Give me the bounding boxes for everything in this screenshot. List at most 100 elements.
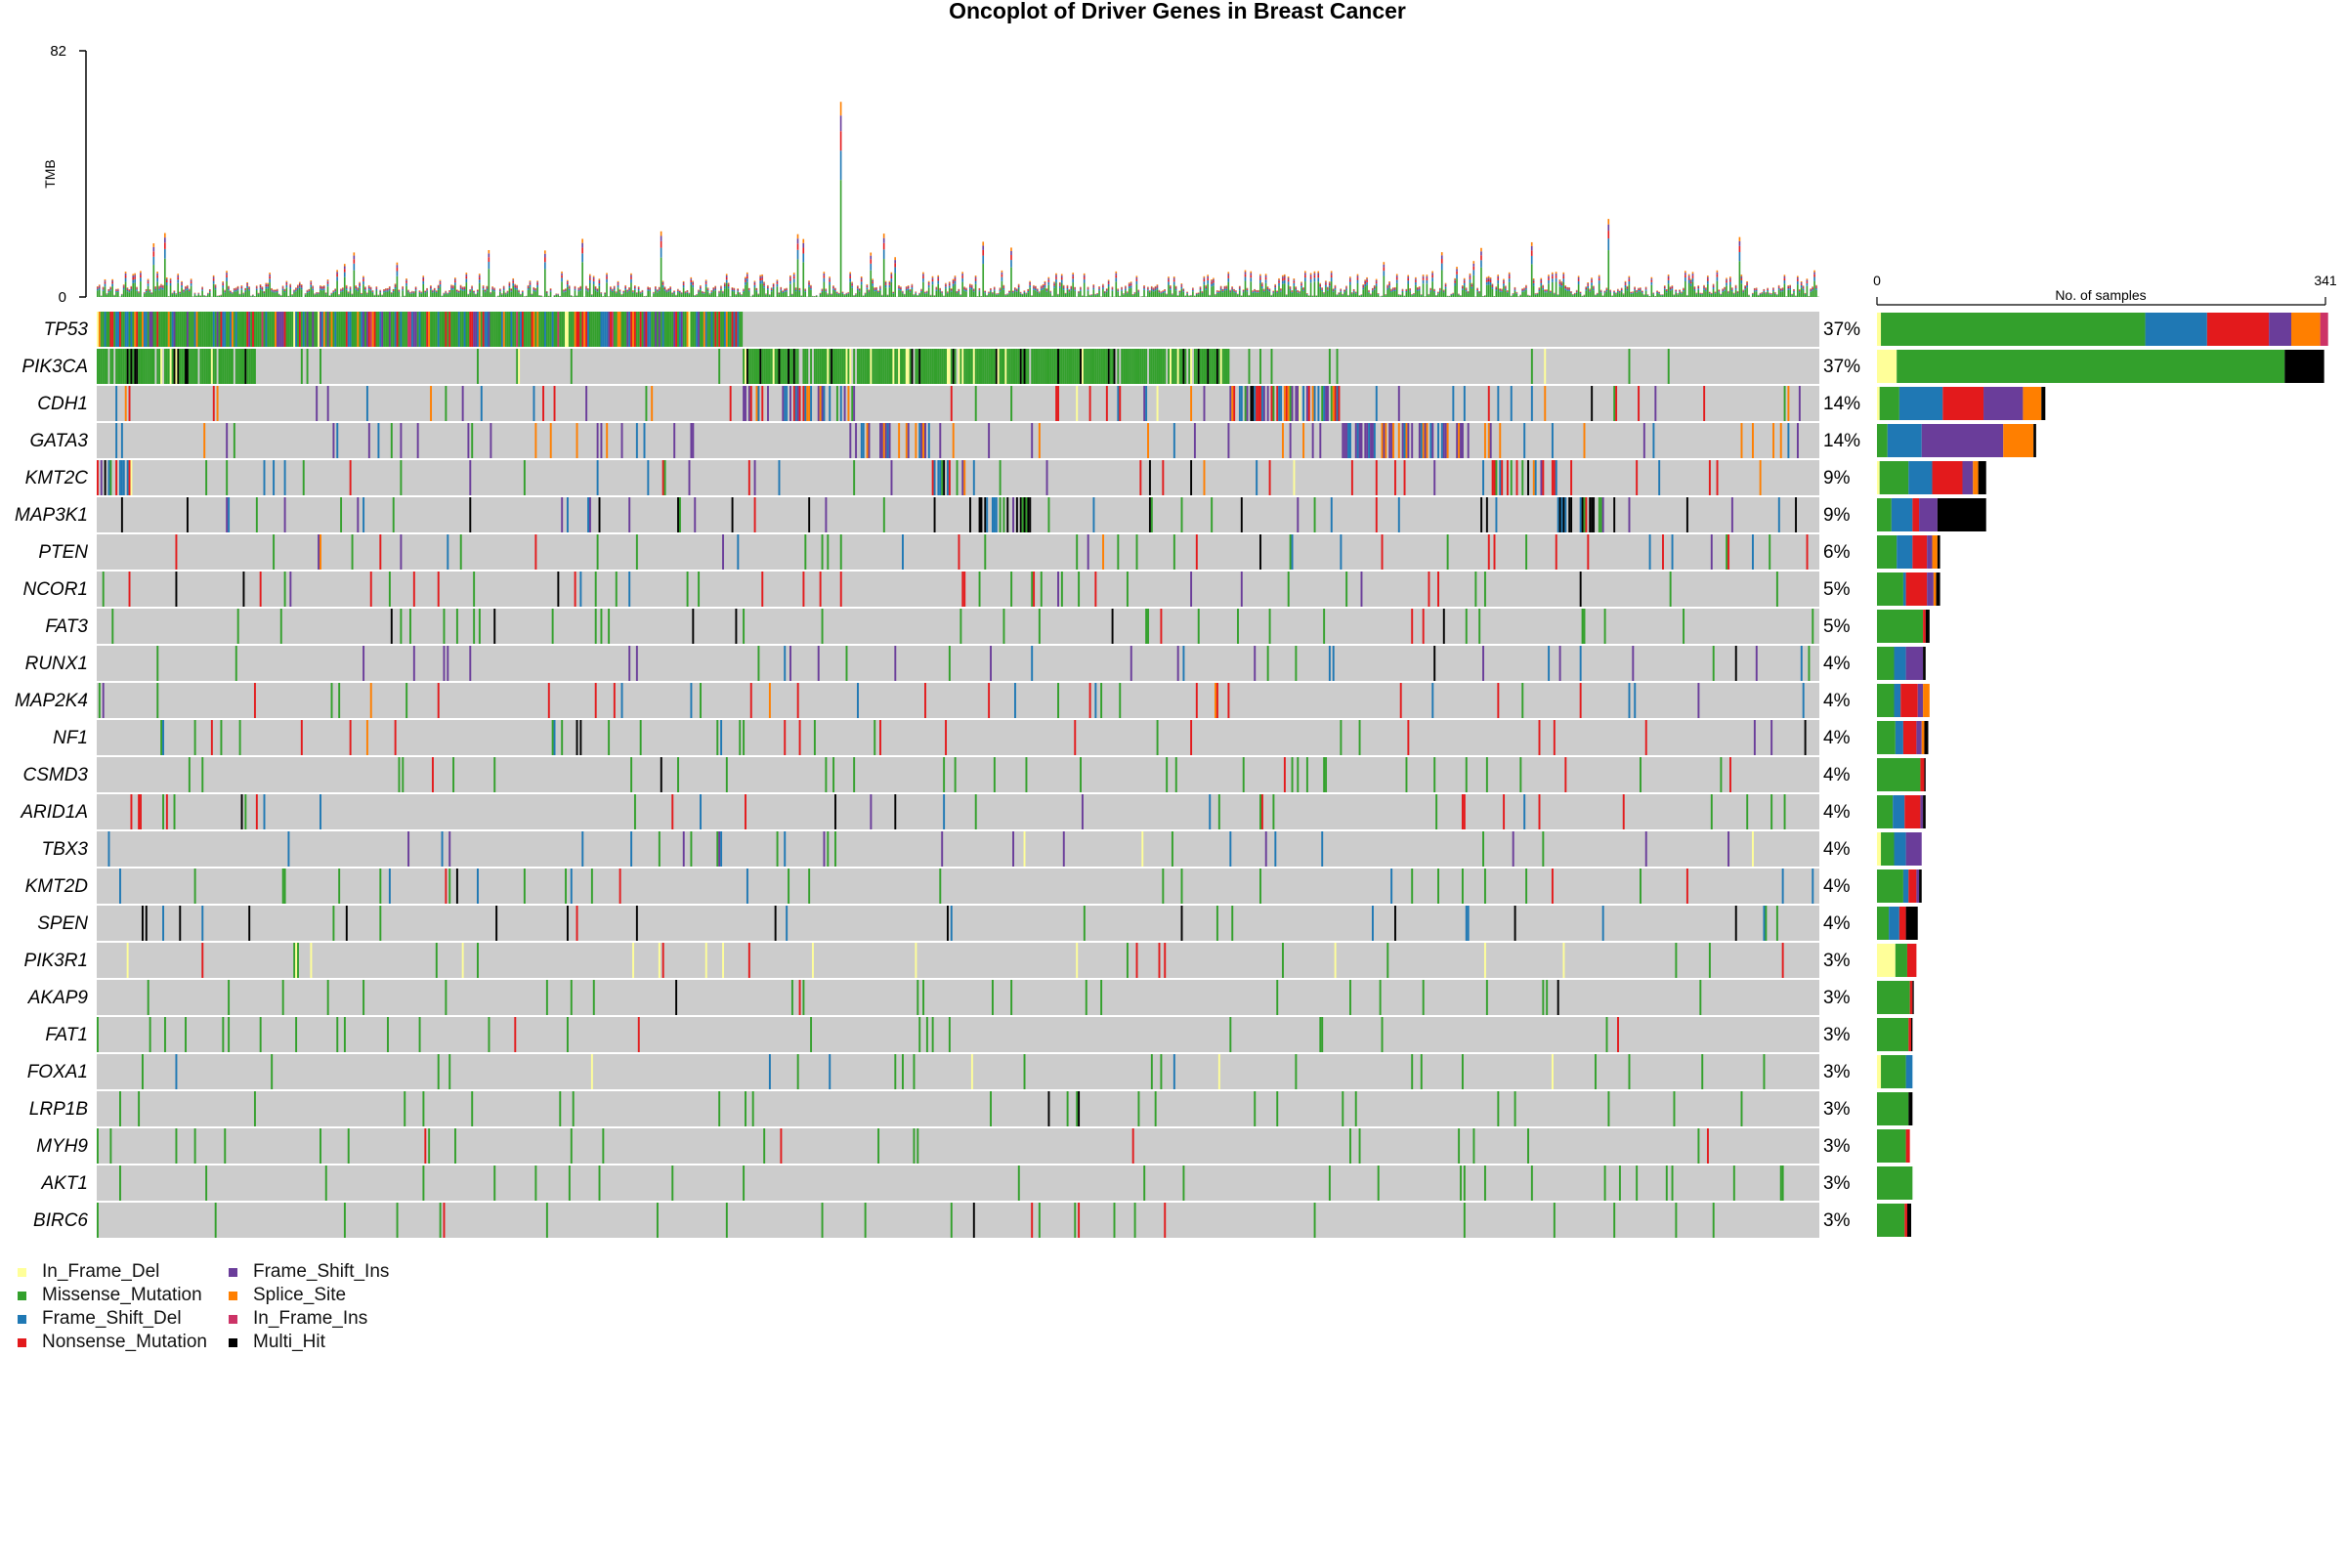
tmb-bar-segment xyxy=(1280,290,1282,291)
tmb-bar-segment xyxy=(1437,293,1439,294)
tmb-bar-segment xyxy=(1411,295,1413,297)
tmb-bar-segment xyxy=(1067,286,1069,287)
tmb-bar-segment xyxy=(585,286,587,287)
mutation-cell xyxy=(282,312,284,347)
tmb-bar-segment xyxy=(1091,295,1093,297)
mutation-cell xyxy=(618,312,619,347)
tmb-bar-segment xyxy=(849,282,851,297)
tmb-bar-segment xyxy=(483,285,485,286)
tmb-bar-segment xyxy=(900,287,902,288)
tmb-bar-segment xyxy=(1102,285,1104,286)
tmb-bar-segment xyxy=(1642,291,1643,292)
tmb-bar-segment xyxy=(310,284,312,287)
tmb-bar-segment xyxy=(1220,289,1222,291)
tmb-bar-segment xyxy=(530,283,532,285)
tmb-bar-segment xyxy=(804,288,806,289)
tmb-bar-segment xyxy=(1204,284,1206,297)
tmb-bar-segment xyxy=(522,291,524,292)
tmb-bar-segment xyxy=(1106,290,1108,291)
mutation-cell xyxy=(181,349,183,384)
tmb-bar-segment xyxy=(714,290,716,297)
tmb-bar-segment xyxy=(228,286,230,287)
tmb-bar-segment xyxy=(152,247,154,251)
tmb-bar-segment xyxy=(1012,291,1014,292)
tmb-bar-segment xyxy=(780,289,782,291)
tmb-bar-segment xyxy=(1245,272,1247,274)
tmb-bar-segment xyxy=(1578,284,1580,297)
tmb-bar-segment xyxy=(707,288,709,289)
tmb-bar-segment xyxy=(677,289,679,290)
tmb-bar-segment xyxy=(581,262,583,297)
tmb-bar-segment xyxy=(1609,291,1611,292)
tmb-bar-segment xyxy=(1782,291,1784,297)
tmb-bar-segment xyxy=(1274,285,1276,286)
tmb-bar-segment xyxy=(132,275,134,277)
tmb-bar-segment xyxy=(910,289,912,290)
mutation-cell xyxy=(149,312,151,347)
tmb-bar-segment xyxy=(1070,287,1072,288)
tmb-bar-segment xyxy=(1471,284,1473,285)
tmb-bar-segment xyxy=(748,292,750,298)
tmb-bar-segment xyxy=(391,293,393,294)
tmb-bar-segment xyxy=(1233,289,1235,290)
tmb-bar-segment xyxy=(421,294,423,297)
tmb-bar-segment xyxy=(922,275,924,278)
tmb-bar-segment xyxy=(1254,291,1256,292)
tmb-bar-segment xyxy=(840,150,842,180)
tmb-bar-segment xyxy=(115,292,117,297)
tmb-bar-segment xyxy=(1162,293,1164,297)
tmb-bar-segment xyxy=(1304,277,1306,281)
mutation-cell xyxy=(191,312,192,347)
tmb-bar-segment xyxy=(1681,293,1683,294)
tmb-bar-segment xyxy=(1211,279,1213,280)
tmb-bar-segment xyxy=(683,282,685,283)
tmb-bar-segment xyxy=(1172,294,1173,295)
tmb-bar-segment xyxy=(1784,280,1786,283)
tmb-bar-segment xyxy=(1106,288,1108,289)
tmb-bar-segment xyxy=(1299,292,1300,293)
tmb-bar-segment xyxy=(374,296,376,297)
tmb-bar-segment xyxy=(1713,285,1715,286)
tmb-bar-segment xyxy=(1585,288,1587,289)
mutation-cell xyxy=(516,312,518,347)
tmb-bar-segment xyxy=(743,291,745,292)
tmb-bar-segment xyxy=(1204,281,1206,284)
tmb-bar-segment xyxy=(1029,281,1031,282)
tmb-bar-segment xyxy=(1276,292,1278,293)
tmb-bar-segment xyxy=(1668,277,1670,279)
mutation-cell xyxy=(312,312,314,347)
tmb-bar-segment xyxy=(359,283,361,284)
tmb-bar-segment xyxy=(201,289,203,291)
tmb-bar-segment xyxy=(1335,288,1337,290)
tmb-bar-segment xyxy=(681,293,683,294)
tmb-bar-segment xyxy=(1778,288,1780,290)
tmb-bar-segment xyxy=(1447,296,1449,297)
tmb-bar-segment xyxy=(910,290,912,291)
tmb-bar-segment xyxy=(579,287,581,288)
tmb-bar-segment xyxy=(789,284,791,297)
tmb-bar-segment xyxy=(1168,279,1170,281)
tmb-bar-segment xyxy=(1080,289,1082,291)
tmb-bar-segment xyxy=(209,291,211,292)
tmb-bar-segment xyxy=(898,285,900,286)
tmb-bar-segment xyxy=(1364,286,1366,297)
tmb-bar-segment xyxy=(1744,286,1746,287)
tmb-bar-segment xyxy=(752,296,754,298)
tmb-bar-segment xyxy=(522,292,524,293)
tmb-bar-segment xyxy=(661,248,662,258)
tmb-bar-segment xyxy=(532,295,533,297)
tmb-bar-segment xyxy=(1801,281,1803,282)
tmb-bar-segment xyxy=(804,291,806,292)
mutation-cell xyxy=(244,312,246,347)
tmb-bar-segment xyxy=(411,293,413,297)
tmb-bar-segment xyxy=(642,291,644,292)
tmb-bar-segment xyxy=(1537,294,1539,297)
tmb-bar-segment xyxy=(1049,292,1051,293)
tmb-bar-segment xyxy=(262,286,264,287)
mutation-cell xyxy=(194,312,196,347)
tmb-bar-segment xyxy=(469,290,471,291)
tmb-bar-segment xyxy=(162,290,164,297)
tmb-bar-segment xyxy=(1117,289,1119,290)
tmb-bar-segment xyxy=(1231,288,1233,289)
tmb-bar-segment xyxy=(930,296,932,297)
